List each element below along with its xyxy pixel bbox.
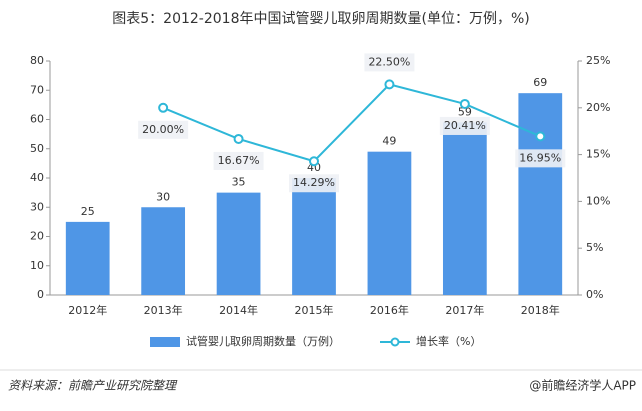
- line-marker: [309, 156, 319, 167]
- y-tick-label: 70: [30, 83, 44, 96]
- bar: [141, 207, 186, 295]
- legend-label: 试管婴儿取卵周期数量（万例）: [186, 334, 340, 348]
- line-label: 20.00%: [142, 123, 184, 136]
- line-label: 22.50%: [368, 55, 410, 68]
- x-tick-label: 2014年: [219, 303, 258, 317]
- y-tick-label: 0: [37, 288, 44, 301]
- bar: [367, 151, 412, 295]
- line-label: 14.29%: [293, 176, 335, 189]
- x-tick-label: 2017年: [445, 303, 484, 317]
- bar-label: 30: [156, 190, 170, 203]
- x-tick-label: 2015年: [295, 303, 334, 317]
- bar-label: 49: [382, 135, 396, 148]
- bar-label: 25: [81, 205, 95, 218]
- y-tick-label: 40: [30, 171, 44, 184]
- label-box: [289, 174, 339, 193]
- line-label: 20.41%: [444, 119, 486, 132]
- line-marker: [158, 102, 169, 113]
- label-box: [138, 120, 189, 139]
- label-box: [213, 151, 264, 170]
- bar-label: 59: [458, 105, 472, 118]
- y2-tick-label: 25%: [586, 54, 610, 67]
- y-tick-label: 80: [30, 54, 44, 67]
- x-tick-label: 2018年: [521, 303, 560, 317]
- line-marker: [535, 131, 546, 142]
- line-label: 16.95%: [519, 151, 561, 164]
- line: [162, 83, 541, 163]
- chart-title: 图表5：2012-2018年中国试管婴儿取卵周期数量(单位：万例，%): [112, 11, 529, 27]
- x-tick-label: 2013年: [144, 303, 183, 317]
- y2-tick-label: 10%: [586, 194, 610, 207]
- bar: [292, 178, 336, 295]
- y-tick-label: 60: [30, 113, 44, 126]
- legend-label: 增长率（%）: [416, 334, 481, 348]
- bar-label: 35: [232, 176, 246, 189]
- label-box: [439, 116, 490, 135]
- y2-tick-label: 20%: [586, 101, 610, 114]
- line-marker: [459, 98, 470, 109]
- bar: [442, 122, 487, 295]
- y-tick-label: 10: [30, 259, 44, 272]
- line-marker: [384, 79, 395, 90]
- source: 资料来源：前瞻产业研究院整理: [8, 379, 178, 393]
- y2-tick-label: 15%: [586, 148, 610, 161]
- y2-tick-label: 5%: [586, 241, 603, 254]
- y2-tick-label: 0%: [586, 288, 603, 301]
- line-marker: [233, 133, 244, 144]
- y-tick-label: 30: [30, 200, 44, 213]
- bar: [216, 192, 261, 295]
- bar: [518, 93, 563, 295]
- x-tick-label: 2016年: [370, 303, 409, 317]
- label-box: [364, 53, 415, 72]
- y-tick-label: 50: [30, 142, 44, 155]
- bar-label: 69: [533, 76, 547, 89]
- y-tick-label: 20: [30, 230, 44, 243]
- legend-swatch: [150, 337, 180, 347]
- x-tick-label: 2012年: [68, 303, 107, 317]
- label-box: [515, 149, 566, 168]
- legend-swatch: [390, 337, 400, 347]
- line-label: 16.67%: [218, 154, 260, 167]
- bar: [65, 221, 110, 295]
- credit: @前瞻经济学人APP: [529, 378, 636, 393]
